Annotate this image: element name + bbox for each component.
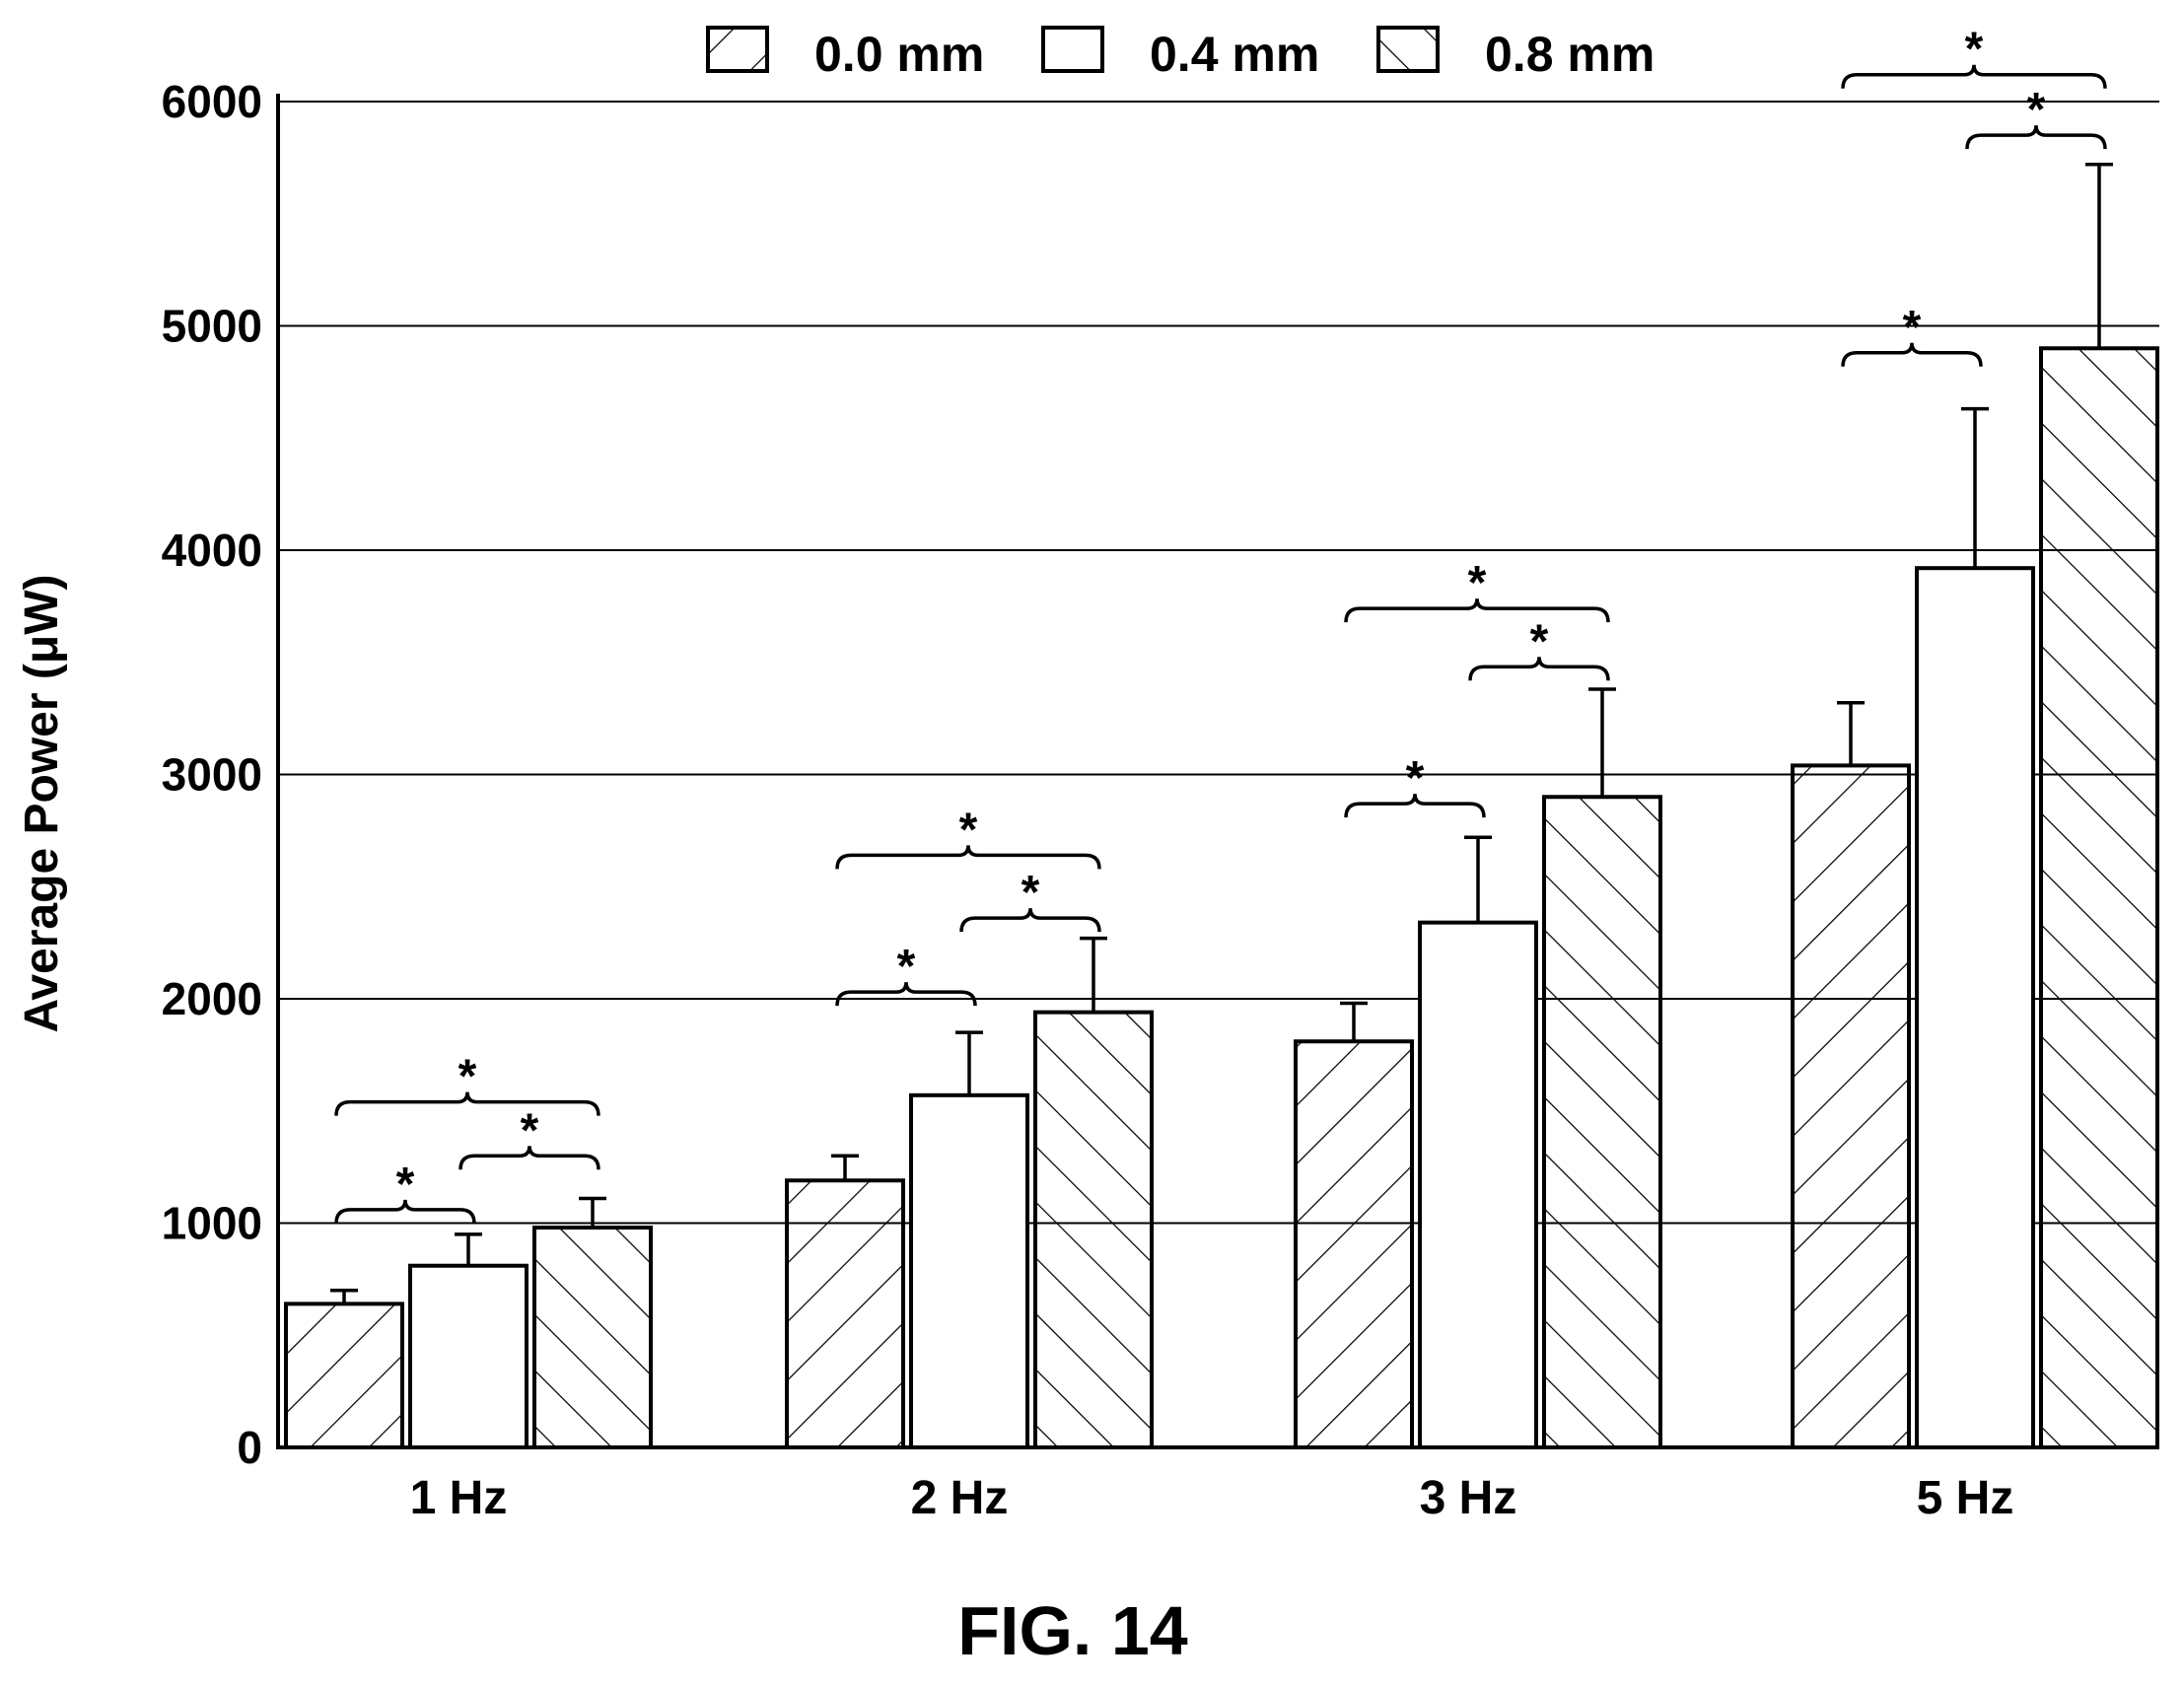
significance-star-9: *	[1903, 302, 1922, 354]
error-bar-2Hz-0.8mm	[1080, 936, 1107, 1013]
y-tick-label-0: 0	[237, 1422, 262, 1473]
error-bar-1Hz-0.0mm	[330, 1289, 358, 1304]
y-tick-label-4000: 4000	[162, 525, 262, 576]
error-bar-3Hz-0.0mm	[1340, 1001, 1368, 1042]
y-axis-ticks: 0 1000 2000 3000 4000 5000 6000	[162, 76, 262, 1473]
bar-2Hz-0.8mm	[1033, 1010, 1154, 1450]
figure-caption: FIG. 14	[957, 1592, 1187, 1669]
bar-5Hz-0.4mm	[1915, 566, 2035, 1449]
legend-label-0.8mm: 0.8 mm	[1485, 27, 1655, 82]
bar-1Hz-0.8mm	[532, 1226, 653, 1450]
significance-star-11: *	[1965, 24, 1984, 76]
significance-brace-10	[1965, 125, 2107, 150]
y-axis-label: Average Power (μW)	[16, 574, 68, 1032]
y-tick-label-5000: 5000	[162, 301, 262, 352]
error-bar-5Hz-0.4mm	[1961, 406, 1989, 569]
error-bar-3Hz-0.8mm	[1588, 687, 1616, 798]
significance-brace-1	[458, 1146, 600, 1170]
x-category-label-2Hz: 2 Hz	[911, 1472, 1009, 1524]
bar-2Hz-0.0mm	[785, 1178, 905, 1450]
error-bar-2Hz-0.0mm	[831, 1154, 859, 1181]
bar-1Hz-0.0mm	[284, 1301, 404, 1450]
error-bar-2Hz-0.4mm	[955, 1030, 983, 1095]
legend-swatch-0.8mm	[1376, 26, 1440, 73]
significance-brace-5	[835, 845, 1101, 870]
significance-brace-9	[1841, 342, 1983, 367]
x-category-label-1Hz: 1 Hz	[410, 1472, 508, 1524]
axes	[276, 94, 2159, 1449]
legend: 0.0 mm 0.4 mm 0.8 mm	[706, 26, 1655, 82]
error-bar-5Hz-0.0mm	[1837, 700, 1865, 766]
significance-star-2: *	[458, 1051, 477, 1103]
significance-brace-7	[1468, 657, 1610, 681]
error-bar-1Hz-0.4mm	[455, 1232, 482, 1266]
legend-label-0.4mm: 0.4 mm	[1150, 27, 1319, 82]
error-bar-5Hz-0.8mm	[2085, 162, 2113, 349]
significance-brace-8	[1344, 598, 1610, 623]
y-tick-label-3000: 3000	[162, 749, 262, 801]
legend-swatch-0.0mm	[706, 26, 769, 73]
x-axis-categories: 1 Hz 2 Hz 3 Hz 5 Hz	[410, 1472, 2014, 1524]
x-category-label-5Hz: 5 Hz	[1917, 1472, 2014, 1524]
significance-brace-11	[1841, 64, 2107, 89]
significance-star-4: *	[1022, 867, 1040, 919]
bar-5Hz-0.0mm	[1791, 763, 1911, 1449]
bar-2Hz-0.4mm	[909, 1092, 1029, 1449]
significance-star-8: *	[1468, 557, 1487, 609]
significance-brackets: * * * * * * * * * * * *	[334, 24, 2107, 1224]
error-bar-3Hz-0.4mm	[1464, 835, 1492, 923]
significance-brace-0	[334, 1199, 476, 1224]
significance-brace-2	[334, 1091, 600, 1116]
bar-3Hz-0.0mm	[1294, 1039, 1414, 1449]
significance-star-10: *	[2027, 84, 2046, 136]
y-tick-label-2000: 2000	[162, 973, 262, 1024]
error-bar-1Hz-0.8mm	[579, 1196, 606, 1229]
significance-star-1: *	[521, 1104, 539, 1157]
bar-3Hz-0.8mm	[1542, 795, 1662, 1449]
bar-3Hz-0.4mm	[1418, 920, 1538, 1449]
significance-star-6: *	[1406, 752, 1425, 805]
bars	[284, 346, 2159, 1450]
significance-brace-6	[1344, 793, 1486, 818]
y-tick-label-1000: 1000	[162, 1198, 262, 1249]
bar-5Hz-0.8mm	[2039, 346, 2159, 1449]
significance-star-5: *	[959, 804, 978, 856]
x-category-label-3Hz: 3 Hz	[1420, 1472, 1517, 1524]
significance-star-7: *	[1530, 615, 1549, 668]
legend-swatch-0.4mm	[1041, 26, 1104, 73]
significance-star-0: *	[396, 1159, 415, 1211]
bar-1Hz-0.4mm	[408, 1263, 528, 1449]
significance-brace-3	[835, 982, 977, 1007]
y-tick-label-6000: 6000	[162, 76, 262, 127]
significance-star-3: *	[897, 941, 916, 993]
legend-label-0.0mm: 0.0 mm	[814, 27, 984, 82]
significance-brace-4	[959, 908, 1101, 933]
error-bars	[330, 162, 2113, 1304]
